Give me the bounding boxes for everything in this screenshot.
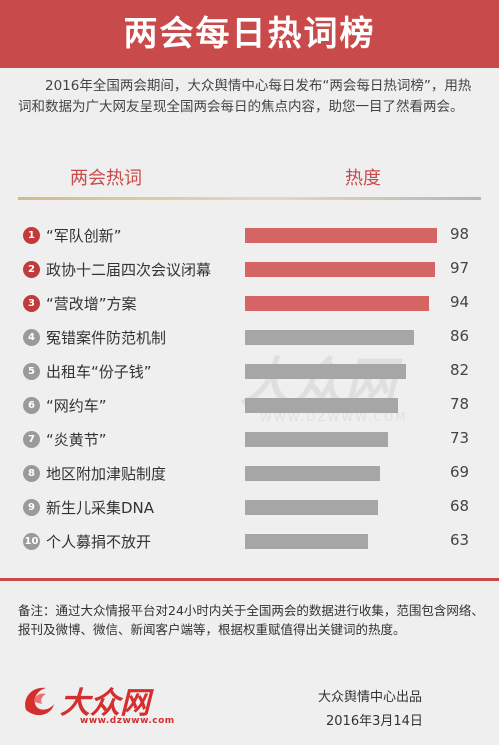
hot-term: 地区附加津贴制度 bbox=[46, 465, 167, 483]
heat-value: 73 bbox=[450, 429, 470, 447]
hot-term: “营改增”方案 bbox=[46, 295, 137, 313]
heat-bar bbox=[245, 534, 368, 549]
header-banner: 两会每日热词榜 bbox=[0, 0, 499, 68]
date-text: 2016年3月14日 bbox=[326, 714, 423, 729]
ranking-row: 5 出租车“份子钱” 82 bbox=[0, 360, 499, 384]
heat-value: 86 bbox=[450, 327, 470, 345]
ranking-row: 10 个人募捐不放开 63 bbox=[0, 530, 499, 554]
ranking-row: 3 “营改增”方案 94 bbox=[0, 292, 499, 316]
heat-value: 94 bbox=[450, 293, 470, 311]
heat-value: 68 bbox=[450, 497, 470, 515]
watermark-url: WWW.DZWWW.COM bbox=[260, 410, 408, 424]
ranking-row: 1 “军队创新” 98 bbox=[0, 224, 499, 248]
heat-bar bbox=[245, 364, 406, 379]
rank-badge: 7 bbox=[23, 431, 40, 448]
rank-badge: 5 bbox=[23, 363, 40, 380]
rank-badge: 1 bbox=[23, 227, 40, 244]
footer-divider bbox=[0, 578, 499, 581]
hot-term: 个人募捐不放开 bbox=[46, 533, 152, 551]
hot-term: 新生儿采集DNA bbox=[46, 499, 155, 517]
rank-badge: 10 bbox=[23, 533, 40, 550]
dzwww-logo: 大众网 www.dzwww.com bbox=[20, 676, 174, 732]
hot-term: 政协十二届四次会议闭幕 bbox=[46, 261, 212, 279]
ranking-row: 9 新生儿采集DNA 68 bbox=[0, 496, 499, 520]
credit-text: 大众舆情中心出品 bbox=[318, 690, 423, 705]
heat-value: 98 bbox=[450, 225, 470, 243]
ranking-row: 8 地区附加津贴制度 69 bbox=[0, 462, 499, 486]
rank-badge: 4 bbox=[23, 329, 40, 346]
rank-badge: 3 bbox=[23, 295, 40, 312]
hot-term: “网约车” bbox=[46, 397, 107, 415]
heat-value: 97 bbox=[450, 259, 470, 277]
rank-badge: 8 bbox=[23, 465, 40, 482]
intro-paragraph: 2016年全国两会期间，大众舆情中心每日发布“两会每日热词榜”，用热词和数据为广… bbox=[18, 78, 472, 115]
logo-swirl-icon bbox=[25, 687, 54, 716]
heat-value: 69 bbox=[450, 463, 470, 481]
ranking-row: 6 “网约车” 78 bbox=[0, 394, 499, 418]
ranking-row: 2 政协十二届四次会议闭幕 97 bbox=[0, 258, 499, 282]
heat-bar bbox=[245, 330, 414, 345]
heat-value: 82 bbox=[450, 361, 470, 379]
ranking-row: 7 “炎黄节” 73 bbox=[0, 428, 499, 452]
page-title: 两会每日热词榜 bbox=[123, 14, 376, 54]
heat-bar bbox=[245, 432, 388, 447]
hot-term: 出租车“份子钱” bbox=[46, 363, 152, 381]
rank-badge: 2 bbox=[23, 261, 40, 278]
watermark: 大众网 WWW.DZWWW.COM bbox=[200, 340, 430, 440]
header-divider bbox=[18, 197, 481, 200]
column-header-term: 两会热词 bbox=[70, 168, 142, 189]
logo-text: 大众网 bbox=[60, 686, 150, 721]
ranking-row: 4 冤错案件防范机制 86 bbox=[0, 326, 499, 350]
heat-bar bbox=[245, 500, 378, 515]
rank-badge: 6 bbox=[23, 397, 40, 414]
note-text: 备注：通过大众情报平台对24小时内关于全国两会的数据进行收集，范围包含网络、报刊… bbox=[18, 603, 484, 637]
column-header-heat: 热度 bbox=[345, 168, 381, 189]
hot-term: “炎黄节” bbox=[46, 431, 107, 449]
heat-value: 78 bbox=[450, 395, 470, 413]
rank-badge: 9 bbox=[23, 499, 40, 516]
heat-bar bbox=[245, 296, 429, 311]
hot-term: “军队创新” bbox=[46, 227, 122, 245]
heat-bar bbox=[245, 228, 437, 243]
heat-value: 63 bbox=[450, 531, 470, 549]
logo-url: www.dzwww.com bbox=[80, 716, 175, 726]
heat-bar bbox=[245, 466, 380, 481]
heat-bar bbox=[245, 398, 398, 413]
heat-bar bbox=[245, 262, 435, 277]
hot-term: 冤错案件防范机制 bbox=[46, 329, 167, 347]
